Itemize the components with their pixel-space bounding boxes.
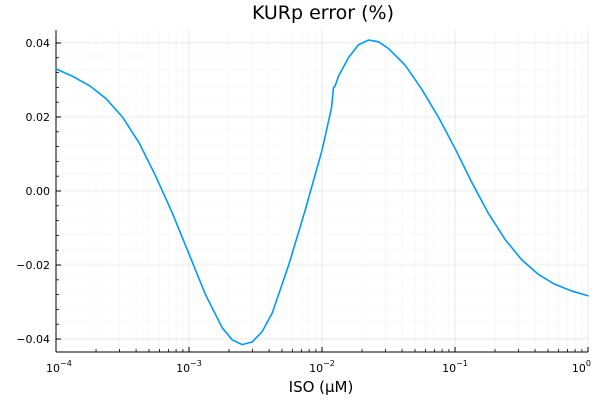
chart-title: KURp error (%) <box>252 2 394 24</box>
y-tick-label: 0.00 <box>26 185 51 198</box>
x-tick-label: 10−3 <box>176 359 202 375</box>
x-tick-label: 10−4 <box>46 359 72 375</box>
x-tick-label: 10−1 <box>442 359 468 375</box>
x-axis-title: ISO (μM) <box>289 378 354 396</box>
x-tick-label: 10−2 <box>309 359 335 375</box>
y-tick-label: −0.04 <box>16 333 50 346</box>
y-tick-label: 0.02 <box>26 111 51 124</box>
y-tick-label: 0.04 <box>26 37 51 50</box>
grid <box>55 30 589 353</box>
series-line <box>55 39 589 346</box>
series-layer <box>55 39 589 346</box>
x-tick-label: 100 <box>572 359 591 375</box>
y-tick-label: −0.02 <box>16 259 50 272</box>
ticks: 10−4 10−3 10−2 10−1 100 −0.04 −0.02 0.00 0.02 0.0… <box>16 37 591 375</box>
